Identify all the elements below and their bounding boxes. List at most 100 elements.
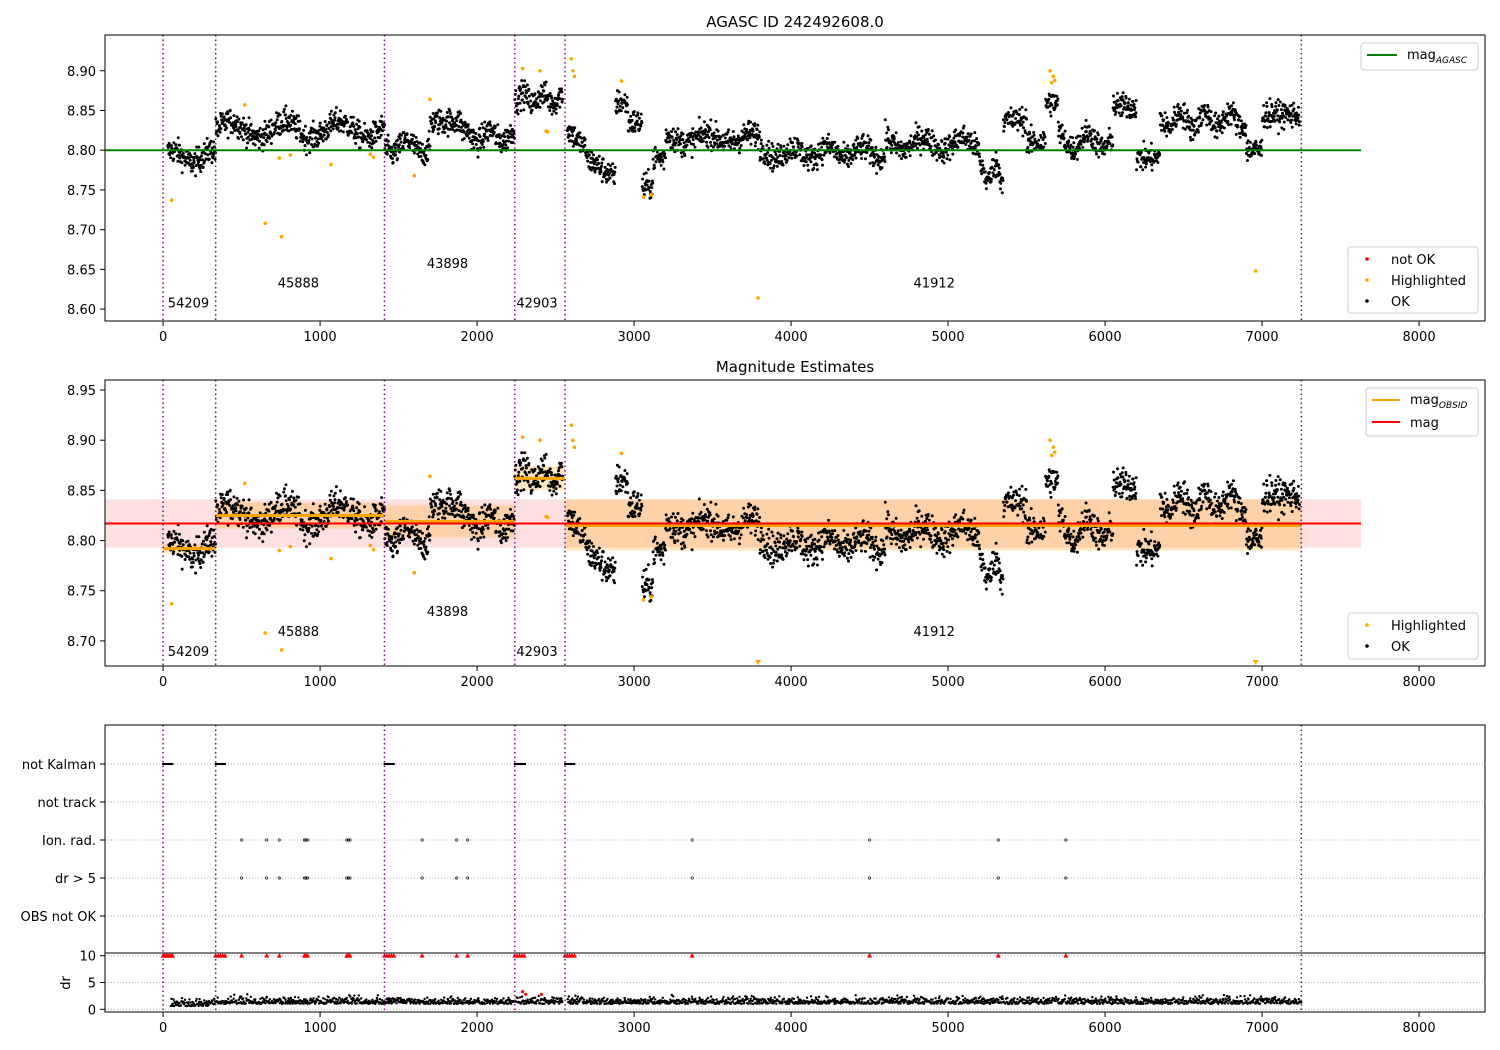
ok-point [1011,124,1015,128]
ok-point [908,141,912,145]
ok-point [877,155,881,159]
ok-point [510,512,514,516]
ok-point [524,91,528,95]
ok-point [948,158,952,162]
ok-point [459,118,463,122]
ok-point [330,124,334,128]
ok-point [257,536,261,540]
ok-point [650,578,654,582]
ok-point [357,502,361,506]
ok-point [915,131,919,134]
ok-point [206,153,210,157]
ok-point [886,137,890,141]
ok-point [374,139,378,143]
ok-point [616,99,620,103]
ok-point [1238,135,1242,139]
ok-point [668,527,672,531]
ok-point [771,561,775,565]
ok-point [492,516,496,520]
ok-point [627,515,631,519]
ok-point [1170,127,1174,131]
ok-point [202,555,206,559]
ok-point [679,531,682,535]
ok-point [1165,134,1169,138]
ok-point [180,171,184,175]
ok-point [755,512,759,516]
ok-point [247,498,251,502]
p1-xtick-label: 7000 [1246,330,1279,345]
ok-point [714,502,718,506]
ok-point [650,586,654,590]
ok-point [883,155,887,159]
ok-point [290,109,294,113]
ok-point [1065,150,1069,154]
ok-point [527,462,531,465]
ok-point [975,137,979,141]
ok-point [1156,161,1160,164]
ok-point [590,150,594,154]
ok-point [176,553,180,556]
ok-point [279,518,282,522]
ok-point [390,537,394,541]
ok-point [1292,107,1296,111]
ok-point [398,137,402,141]
ok-point [172,141,176,145]
ok-point [1042,145,1046,149]
ok-point [425,527,429,531]
ok-point [1270,103,1274,106]
ok-point [1179,113,1183,117]
ok-point [363,135,367,139]
ok-point [238,510,242,514]
ok-point [493,125,497,129]
ok-point [575,526,579,530]
ok-point [548,92,552,95]
ok-point [936,143,940,147]
ok-point [1120,113,1124,117]
ok-point [218,130,222,134]
ok-point [518,479,522,483]
ok-point [1296,116,1300,120]
ok-point [747,133,751,137]
ok-point [445,502,449,506]
p1-obsid-label: 42903 [516,296,557,311]
ok-point [302,134,306,138]
ok-point [242,116,246,120]
ok-point [390,535,394,539]
ok-point [1278,100,1282,104]
ok-point [758,551,762,555]
ok-point [1095,152,1098,156]
ok-point [797,142,801,146]
ok-point [444,125,448,129]
ok-point [945,157,949,161]
ok-point [703,518,707,522]
ok-point [965,135,969,139]
ok-point [439,489,443,493]
ok-point [200,151,204,155]
ok-point [496,506,500,510]
ok-point [460,121,464,124]
ok-point [426,158,430,161]
ok-point [1121,91,1125,95]
ok-point [226,136,230,140]
ok-point [753,505,757,509]
ok-point [1283,105,1287,109]
ok-point [419,537,423,541]
ok-point [867,144,871,148]
ok-point [514,482,518,486]
ok-point [678,138,682,142]
ok-point [267,509,271,513]
ok-point [601,550,605,554]
ok-point [228,108,232,112]
ok-point [632,113,636,117]
ok-point [250,525,254,529]
ok-point [436,132,440,136]
ok-point [859,145,863,149]
ok-point [301,528,305,532]
ok-point [399,133,403,137]
ok-point [721,133,725,137]
ok-point [489,123,493,127]
ok-point [333,491,337,495]
ok-point [385,544,389,547]
ok-point [741,516,745,520]
ok-point [329,129,333,133]
